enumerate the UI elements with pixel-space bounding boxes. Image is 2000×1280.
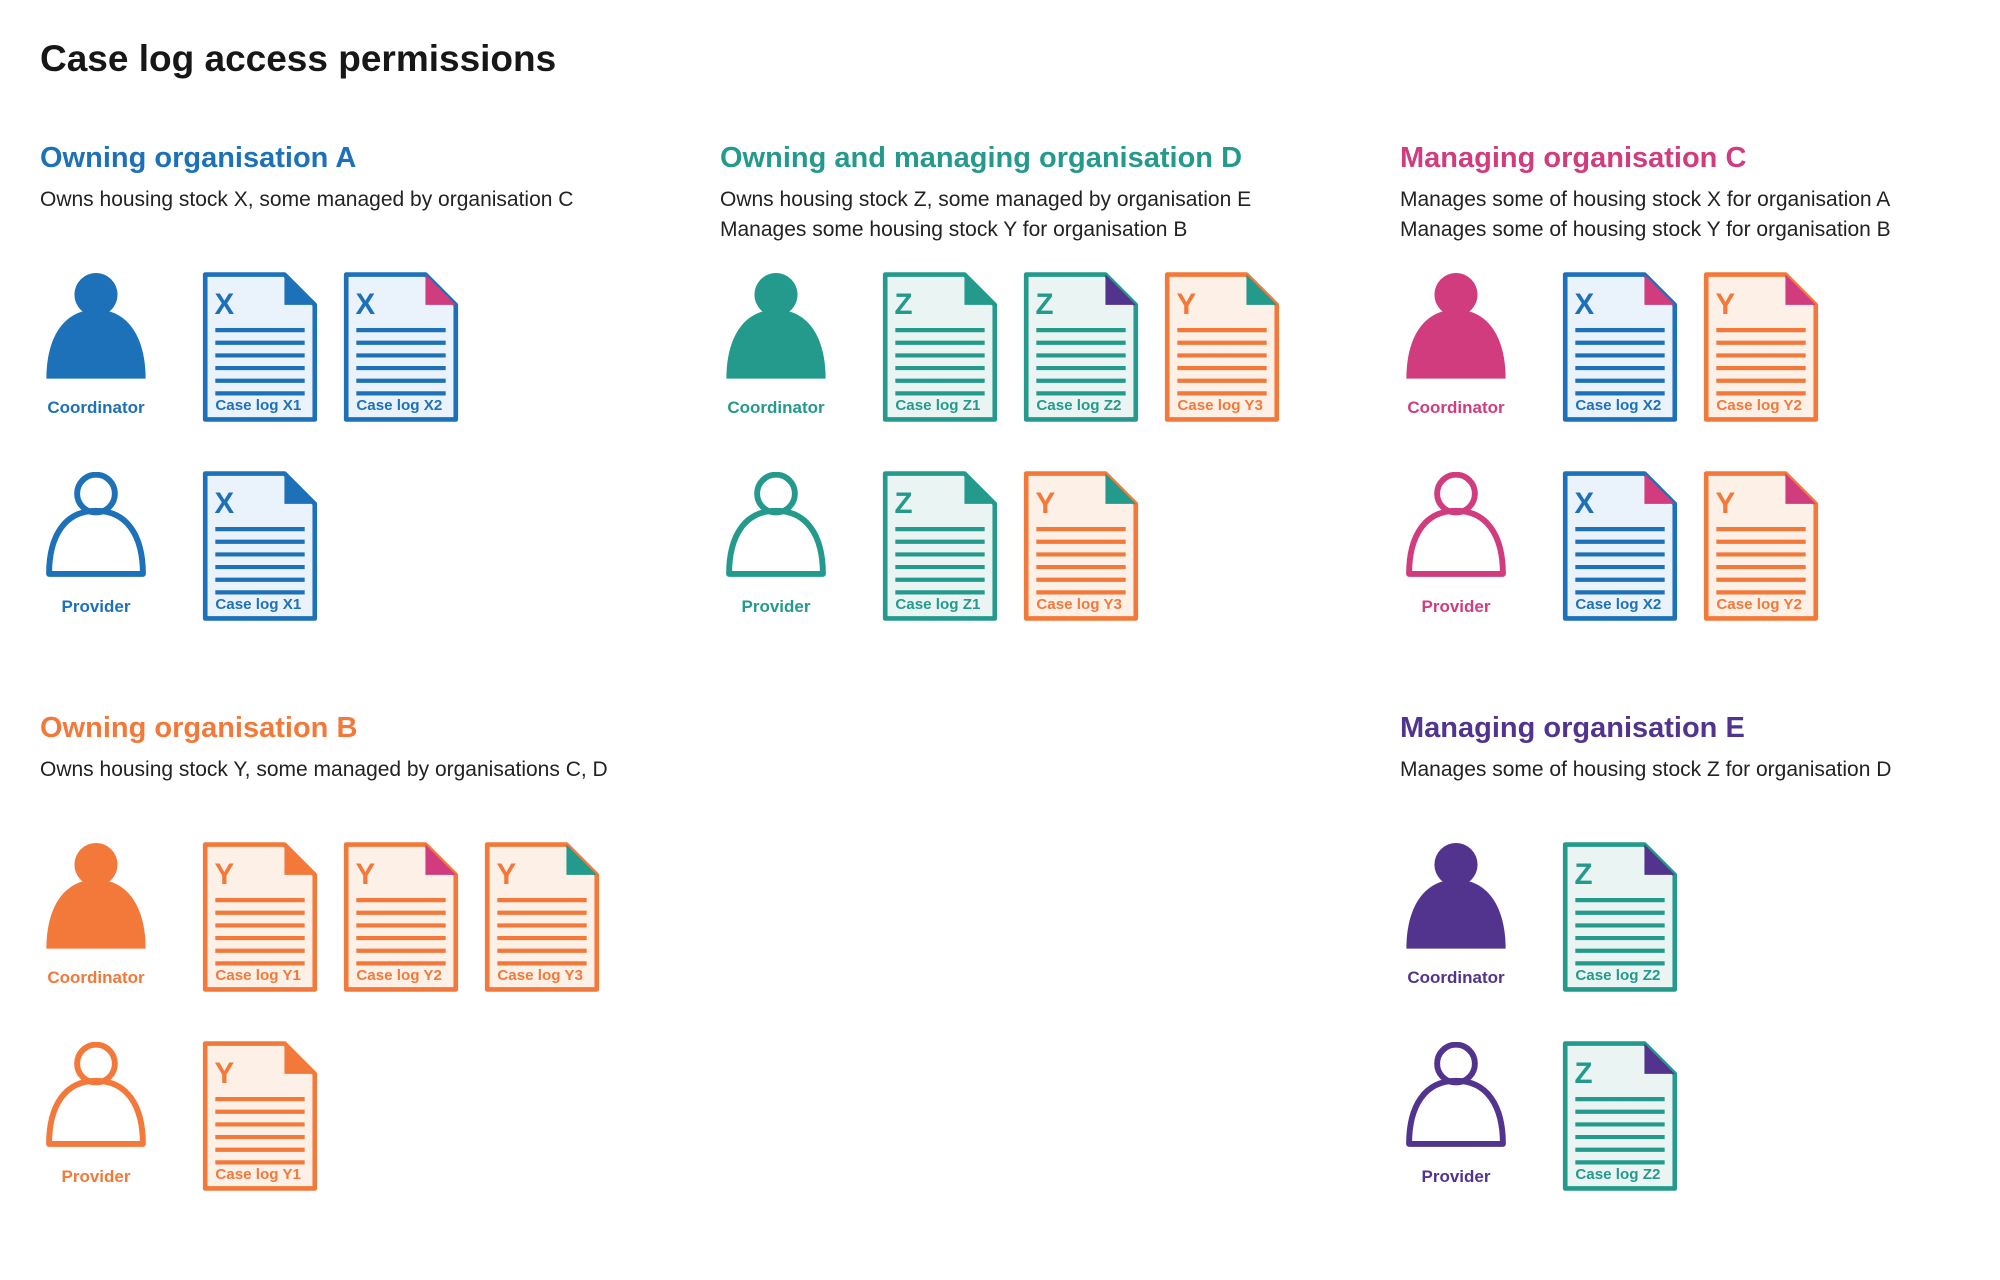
svg-text:X: X xyxy=(355,288,375,321)
svg-text:Case log Y2: Case log Y2 xyxy=(356,967,442,984)
svg-text:Y: Y xyxy=(496,858,516,891)
svg-text:X: X xyxy=(214,487,234,520)
svg-text:Y: Y xyxy=(355,858,375,891)
svg-text:Case log Y2: Case log Y2 xyxy=(1716,397,1802,414)
svg-text:Case log Y1: Case log Y1 xyxy=(215,1166,301,1183)
svg-text:Y: Y xyxy=(1035,487,1055,520)
svg-text:Y: Y xyxy=(1715,487,1735,520)
svg-text:Case log Z1: Case log Z1 xyxy=(895,397,980,414)
svg-text:Case log Y3: Case log Y3 xyxy=(497,967,583,984)
svg-text:Y: Y xyxy=(214,1057,234,1090)
svg-text:Case log Z1: Case log Z1 xyxy=(895,596,980,613)
svg-text:Z: Z xyxy=(1574,1057,1592,1090)
svg-text:X: X xyxy=(214,288,234,321)
svg-text:Case log X1: Case log X1 xyxy=(215,596,301,613)
svg-text:Y: Y xyxy=(214,858,234,891)
svg-text:Z: Z xyxy=(1035,288,1053,321)
svg-text:Z: Z xyxy=(1574,858,1592,891)
svg-text:Case log Z2: Case log Z2 xyxy=(1575,1166,1660,1183)
svg-text:Case log X2: Case log X2 xyxy=(356,397,442,414)
svg-text:Y: Y xyxy=(1715,288,1735,321)
svg-text:Case log Y2: Case log Y2 xyxy=(1716,596,1802,613)
svg-text:Case log Y3: Case log Y3 xyxy=(1177,397,1263,414)
svg-text:Case log Z2: Case log Z2 xyxy=(1036,397,1121,414)
svg-text:Case log X2: Case log X2 xyxy=(1575,397,1661,414)
svg-text:Z: Z xyxy=(894,288,912,321)
svg-text:X: X xyxy=(1574,288,1594,321)
svg-text:Case log Y3: Case log Y3 xyxy=(1036,596,1122,613)
svg-text:Case log Y1: Case log Y1 xyxy=(215,967,301,984)
svg-text:Y: Y xyxy=(1176,288,1196,321)
svg-text:Z: Z xyxy=(894,487,912,520)
svg-text:Case log Z2: Case log Z2 xyxy=(1575,967,1660,984)
svg-text:Case log X2: Case log X2 xyxy=(1575,596,1661,613)
svg-text:Case log X1: Case log X1 xyxy=(215,397,301,414)
svg-text:X: X xyxy=(1574,487,1594,520)
